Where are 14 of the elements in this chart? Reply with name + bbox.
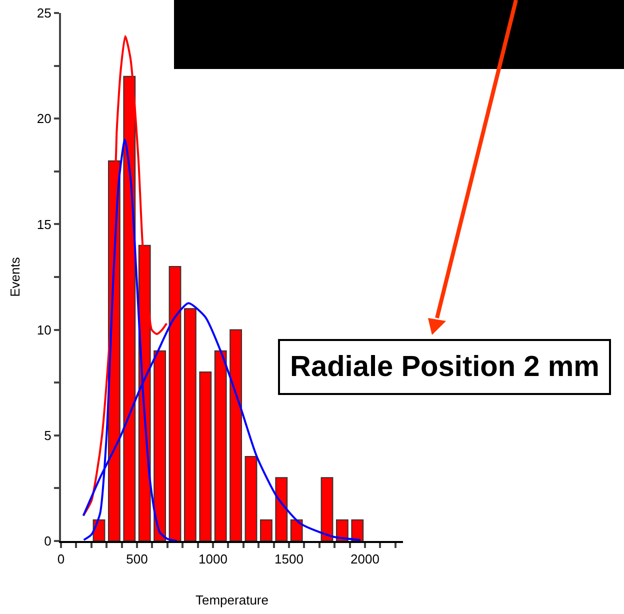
x-tick-label: 0 [57,552,65,567]
y-tick-label: 0 [44,534,52,549]
y-tick-label: 5 [44,428,52,443]
y-tick-label: 10 [36,322,52,338]
x-axis-title: Temperature [196,592,268,608]
y-axis-title: Events [7,256,22,297]
x-tick-label: 1500 [274,552,304,567]
x-tick-label: 1000 [198,552,228,567]
y-tick-label: 20 [36,111,52,126]
x-tick-label: 500 [126,552,148,567]
x-tick-label: 2000 [350,552,380,567]
y-tick-label: 15 [36,216,52,232]
annotation: Radiale Position 2 mm [290,351,600,383]
y-tick-label: 25 [36,6,52,21]
